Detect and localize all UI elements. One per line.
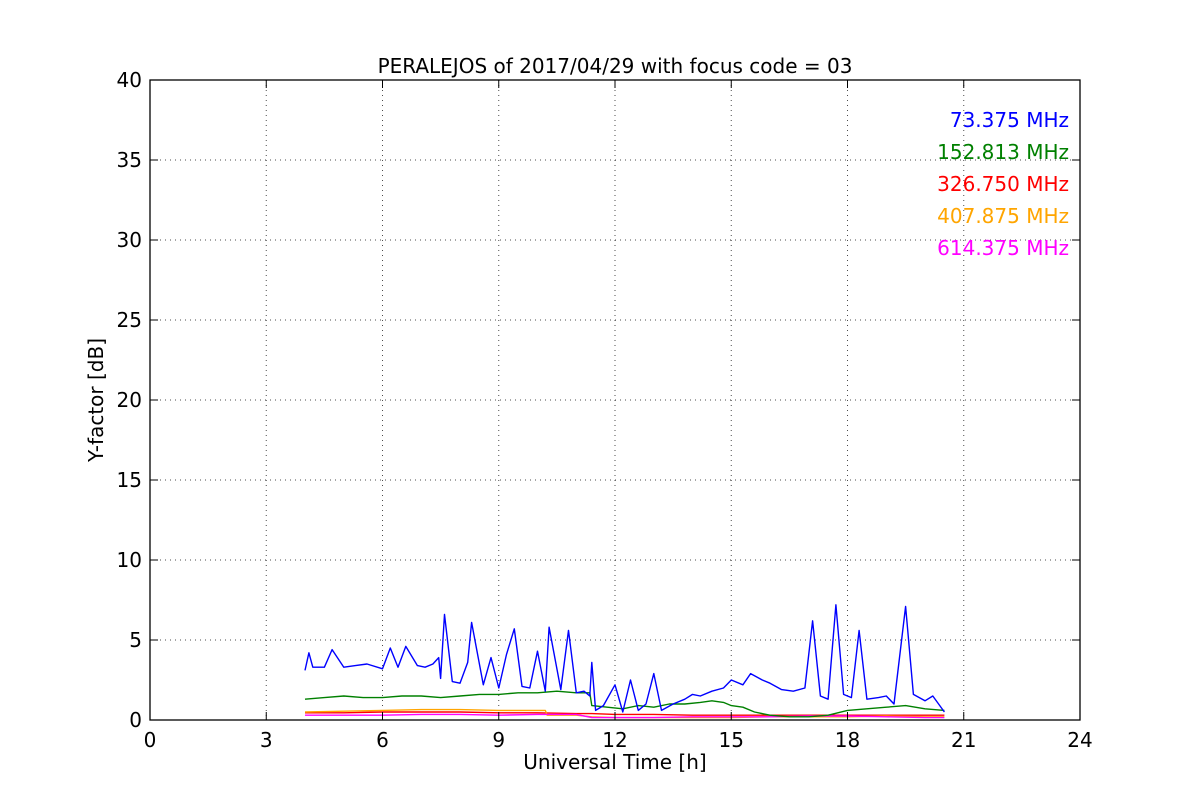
series-line bbox=[304, 690, 945, 718]
x-tick-label: 21 bbox=[951, 728, 976, 752]
legend: 73.375 MHz 152.813 MHz 326.750 MHz 407.875 … bbox=[937, 108, 1069, 260]
x-tick-label: 12 bbox=[602, 728, 627, 752]
tick-layer: 0 3 6 9 12 15 18 21 24 0 5 10 15 20 25 30 35 40 bbox=[117, 68, 1093, 752]
x-tick-label: 3 bbox=[260, 728, 273, 752]
y-tick-label: 10 bbox=[117, 548, 142, 572]
x-tick-label: 6 bbox=[376, 728, 389, 752]
x-tick-label: 15 bbox=[719, 728, 744, 752]
legend-entry: 326.750 MHz bbox=[937, 172, 1069, 196]
legend-entry: 152.813 MHz bbox=[937, 140, 1069, 164]
grid-layer bbox=[150, 80, 1080, 720]
y-tick-label: 40 bbox=[117, 68, 142, 92]
x-tick-label: 9 bbox=[492, 728, 505, 752]
series-line bbox=[304, 708, 945, 719]
y-axis-label: Y-factor [dB] bbox=[84, 338, 108, 463]
legend-entry: 73.375 MHz bbox=[950, 108, 1069, 132]
x-tick-label: 24 bbox=[1067, 728, 1092, 752]
y-tick-label: 20 bbox=[117, 388, 142, 412]
legend-entry: 407.875 MHz bbox=[937, 204, 1069, 228]
series-line bbox=[304, 604, 945, 713]
x-tick-label: 18 bbox=[835, 728, 860, 752]
x-tick-label: 0 bbox=[144, 728, 157, 752]
series-layer bbox=[304, 604, 945, 719]
y-tick-label: 25 bbox=[117, 308, 142, 332]
y-tick-label: 0 bbox=[129, 708, 142, 732]
y-tick-label: 35 bbox=[117, 148, 142, 172]
y-tick-label: 5 bbox=[129, 628, 142, 652]
chart-title: PERALEJOS of 2017/04/29 with focus code … bbox=[378, 54, 853, 78]
legend-entry: 614.375 MHz bbox=[937, 236, 1069, 260]
y-tick-label: 30 bbox=[117, 228, 142, 252]
y-tick-label: 15 bbox=[117, 468, 142, 492]
x-axis-label: Universal Time [h] bbox=[523, 750, 706, 774]
